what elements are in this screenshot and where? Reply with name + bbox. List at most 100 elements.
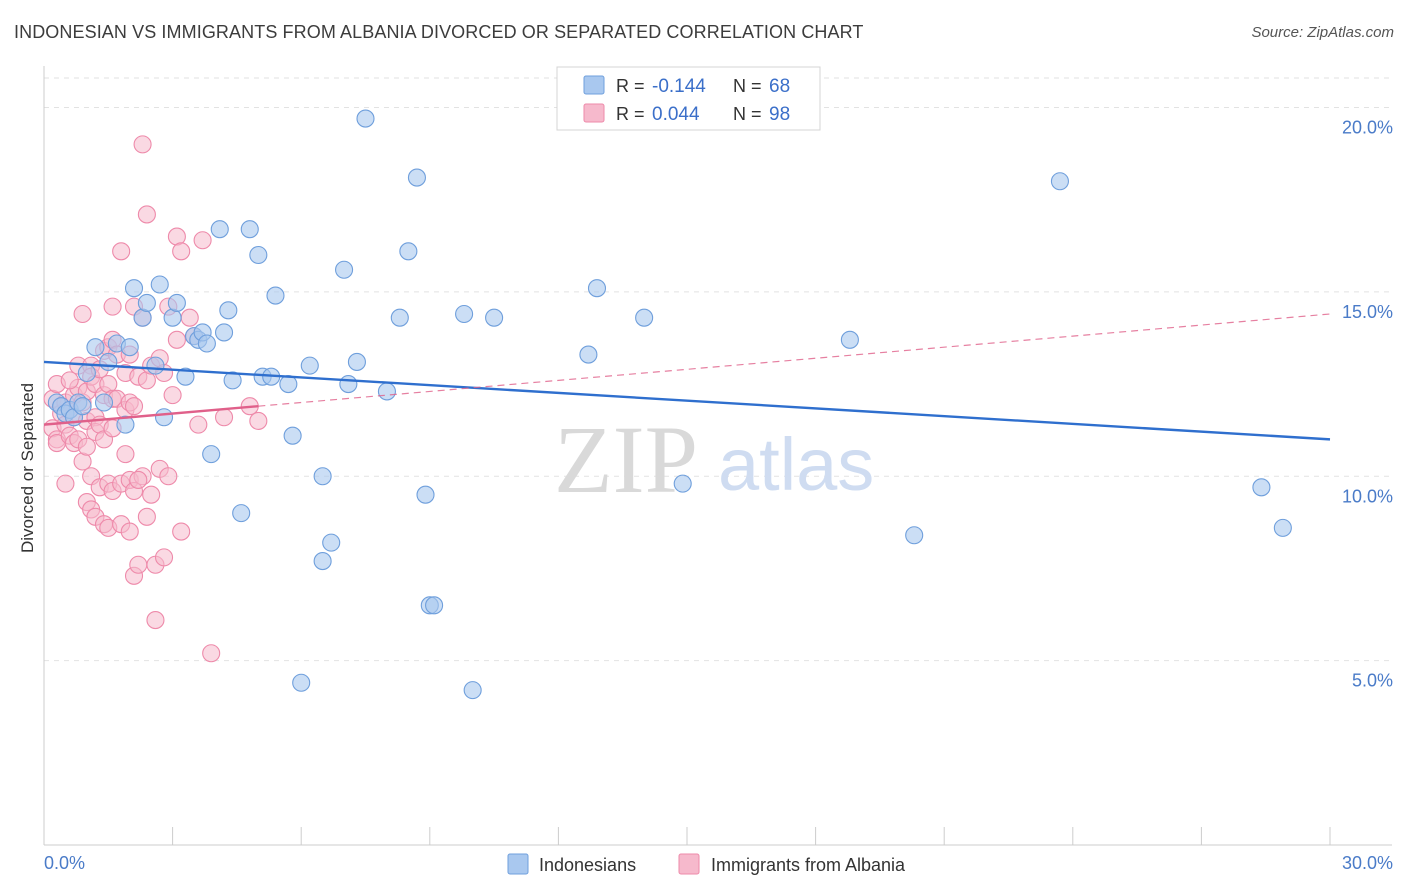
indonesians-point-29 <box>214 323 234 342</box>
indonesians-point-27 <box>202 445 221 464</box>
albania-point-79 <box>159 467 178 486</box>
y-tick-label-1: 10.0% <box>1342 486 1393 506</box>
x-tick-label-1: 30.0% <box>1342 853 1393 873</box>
albania-point-85 <box>180 308 199 327</box>
legend-bottom: Indonesians Immigrants from Albania <box>507 853 906 875</box>
indonesians-point-51 <box>399 242 418 261</box>
albania-trend-line-dashed <box>258 313 1331 407</box>
indonesians-point-37 <box>266 286 285 305</box>
indonesians-point-9 <box>94 393 114 412</box>
albania-point-83 <box>172 242 191 261</box>
y-tick-label-2: 15.0% <box>1342 302 1393 322</box>
indonesians-point-41 <box>313 467 332 486</box>
albania-point-94 <box>103 297 122 316</box>
indonesians-point-33 <box>240 220 259 239</box>
indonesians-point-7 <box>77 363 96 383</box>
albania-point-49 <box>112 242 131 261</box>
indonesians-point-8 <box>86 338 105 357</box>
indonesians-point-60 <box>587 279 607 298</box>
legend-swatch-pink <box>583 103 605 123</box>
albania-point-95 <box>129 470 148 489</box>
indonesians-point-52 <box>407 168 426 187</box>
albania-point-90 <box>214 408 234 427</box>
albania-trend-line-solid <box>43 404 259 426</box>
legend-r-value-1: -0.144 <box>652 76 706 97</box>
indonesians-point-53 <box>416 485 435 504</box>
indonesians-point-26 <box>197 334 216 353</box>
albania-point-82 <box>167 330 186 349</box>
legend-top: R = -0.144 N = 68 R = 0.044 N = 98 <box>556 66 821 131</box>
indonesians-point-32 <box>232 504 251 523</box>
indonesians-point-22 <box>176 367 195 386</box>
y-axis-label: Divorced or Separated <box>18 383 37 553</box>
indonesians-point-16 <box>137 293 156 312</box>
trend-lines <box>43 313 1331 441</box>
watermark-atlas: atlas <box>718 423 874 506</box>
albania-point-84 <box>172 522 191 541</box>
indonesians-point-17 <box>146 356 165 375</box>
indonesians-point-59 <box>579 345 598 364</box>
indonesians-point-66 <box>1252 478 1271 497</box>
indonesians-point-64 <box>905 526 924 545</box>
y-tick-label-0: 5.0% <box>1352 671 1393 691</box>
watermark: ZIP atlas <box>554 406 874 513</box>
gridlines <box>44 77 1390 662</box>
indonesians-point-49 <box>377 382 396 401</box>
albania-point-18 <box>73 304 92 324</box>
albania-point-93 <box>133 135 152 154</box>
albania-point-69 <box>137 507 156 526</box>
indonesians-point-61 <box>635 308 654 327</box>
source-label: Source: ZipAtlas.com <box>1251 24 1394 41</box>
axes <box>43 66 1392 846</box>
indonesians-point-44 <box>292 673 311 692</box>
indonesians-point-47 <box>347 352 366 371</box>
albania-point-9 <box>56 474 75 493</box>
albania-point-64 <box>129 555 148 574</box>
indonesians-point-6 <box>73 397 92 416</box>
indonesians-point-40 <box>300 356 319 375</box>
series-indonesians-points <box>47 109 1292 700</box>
legend-r-label-2: R = <box>616 104 645 124</box>
indonesians-point-48 <box>356 109 375 128</box>
albania-point-89 <box>202 644 221 663</box>
albania-point-67 <box>137 205 156 224</box>
indonesians-point-43 <box>313 552 332 571</box>
indonesians-trend-line <box>43 360 1331 441</box>
indonesians-point-50 <box>390 308 409 327</box>
x-tick-label-0: 0.0% <box>44 853 85 873</box>
watermark-zip: ZIP <box>554 406 698 513</box>
indonesians-point-13 <box>120 338 139 357</box>
indonesians-point-55 <box>425 596 444 615</box>
albania-point-73 <box>146 611 165 630</box>
indonesians-point-30 <box>219 301 238 320</box>
legend-bottom-swatch-blue <box>507 853 529 875</box>
indonesians-point-14 <box>124 279 144 298</box>
indonesians-point-58 <box>485 308 504 327</box>
indonesians-point-10 <box>99 352 118 371</box>
legend-n-value-2: 98 <box>769 104 790 125</box>
indonesians-point-56 <box>455 304 474 324</box>
albania-point-58 <box>120 522 139 541</box>
chart-title: INDONESIAN VS IMMIGRANTS FROM ALBANIA DI… <box>14 22 864 42</box>
albania-point-87 <box>189 415 208 434</box>
indonesians-point-28 <box>210 220 229 239</box>
legend-bottom-swatch-pink <box>678 853 700 875</box>
albania-point-92 <box>249 411 268 430</box>
indonesians-point-46 <box>339 375 358 394</box>
indonesians-point-18 <box>150 275 169 294</box>
legend-r-value-2: 0.044 <box>652 104 700 125</box>
indonesians-point-39 <box>283 426 302 445</box>
indonesians-point-57 <box>463 681 482 700</box>
indonesians-point-31 <box>223 371 242 390</box>
indonesians-point-34 <box>249 245 268 265</box>
legend-swatch-blue <box>583 75 605 95</box>
indonesians-point-42 <box>322 533 341 552</box>
albania-point-80 <box>163 386 182 405</box>
indonesians-point-12 <box>116 415 135 434</box>
indonesians-point-67 <box>1273 518 1292 537</box>
indonesians-point-63 <box>840 330 859 349</box>
albania-point-97 <box>60 371 79 390</box>
legend-bottom-label-albania: Immigrants from Albania <box>711 855 906 875</box>
indonesians-point-19 <box>154 408 174 427</box>
albania-point-71 <box>142 485 161 504</box>
